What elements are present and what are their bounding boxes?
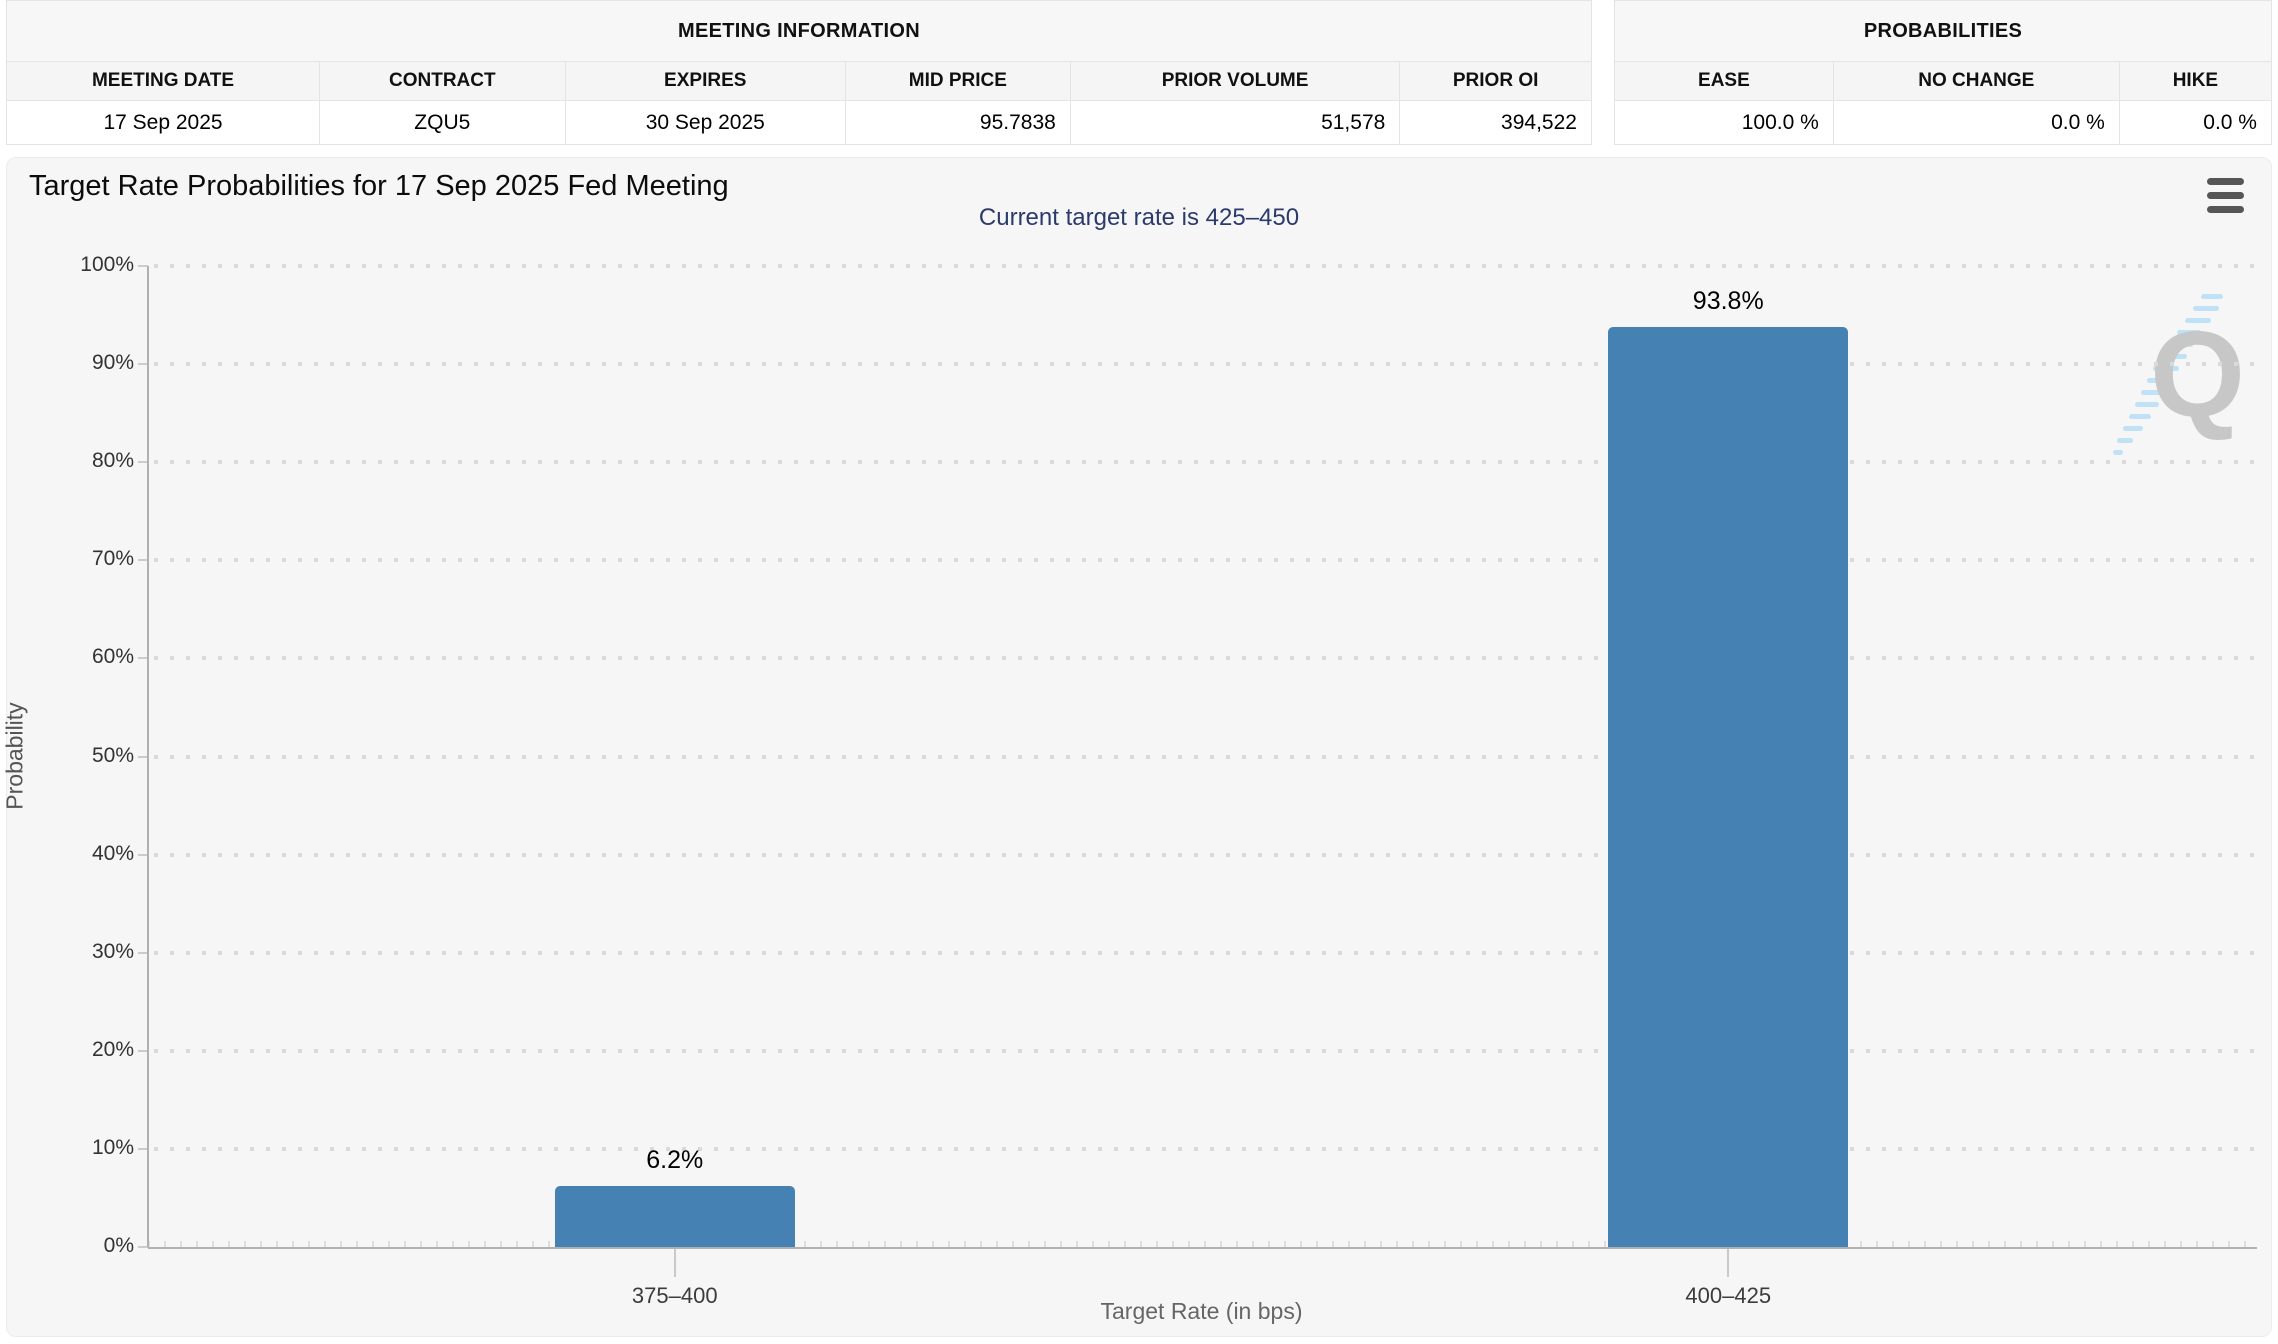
summary-header: MEETING INFORMATION MEETING DATE CONTRAC… [0,0,2278,145]
x-category-label: 400–425 [1685,1283,1772,1308]
y-tick-label: 40% [91,841,134,865]
column-header-contract: CONTRACT [319,62,565,100]
prior-volume-value: 51,578 [1069,101,1399,144]
y-gridline [154,362,2255,367]
watermark-q-letter: Q [2150,306,2245,442]
meeting-information-header-row: MEETING DATE CONTRACT EXPIRES MID PRICE … [7,62,1591,101]
x-axis-title: Target Rate (in bps) [1100,1298,1303,1324]
column-header-no-change: NO CHANGE [1832,62,2119,100]
x-category-tick [1727,1249,1730,1277]
y-tick-label: 60% [91,645,134,669]
y-axis-title: Probability [1,702,28,810]
x-axis-minor-ticks [148,1241,2255,1247]
bar-value-label: 6.2% [646,1146,704,1175]
y-tick-label: 0% [103,1234,134,1257]
chart-title: Target Rate Probabilities for 17 Sep 202… [29,170,729,202]
column-header-hike: HIKE [2118,62,2271,100]
y-gridline [154,656,2255,661]
watermark-swoosh-icon [2113,294,2223,455]
x-category-tick [673,1249,676,1277]
meeting-date-value: 17 Sep 2025 [103,110,223,134]
y-tick-label: 20% [91,1037,134,1061]
mid-price-value: 95.7838 [844,101,1070,144]
column-header-meeting-date: MEETING DATE [91,70,235,91]
column-header-ease: EASE [1698,70,1750,91]
bar-400–425[interactable] [1608,326,1849,1247]
y-axis-tick [138,657,148,660]
prior-oi-value: 394,522 [1399,101,1591,144]
probabilities-title: PROBABILITIES [1615,1,2271,62]
y-tick-label: 80% [91,449,134,473]
y-gridline [154,852,2255,857]
bar-375–400[interactable] [554,1186,795,1247]
column-header-prior-volume: PRIOR VOLUME [1069,62,1399,100]
quikstrike-watermark: Q [2105,276,2255,466]
y-gridline [154,460,2255,465]
y-gridline [154,558,2255,563]
column-header-mid-price: MID PRICE [844,62,1070,100]
y-axis-tick [138,461,148,464]
ease-value: 100.0 % [1741,110,1819,134]
no-change-value: 0.0 % [1832,101,2119,144]
y-gridline [154,950,2255,955]
y-axis-tick [138,1246,148,1248]
target-rate-chart-panel: Target Rate Probabilities for 17 Sep 202… [2,157,2272,1337]
y-gridline [154,1048,2255,1053]
y-axis-line [147,266,149,1247]
y-tick-label: 70% [91,547,134,571]
bar-value-label: 93.8% [1692,286,1764,315]
y-tick-label: 30% [91,939,134,963]
y-tick-label: 100% [80,253,134,276]
y-axis-tick [138,755,148,758]
y-tick-label: 90% [91,351,134,375]
probabilities-header-row: EASE NO CHANGE HIKE [1615,62,2271,101]
y-axis-tick [138,951,148,954]
y-tick-label: 10% [91,1135,134,1159]
meeting-information-value-row: 17 Sep 2025 ZQU5 30 Sep 2025 95.7838 51,… [7,101,1591,144]
meeting-information-table: MEETING INFORMATION MEETING DATE CONTRAC… [6,0,1592,145]
y-axis-tick [138,853,148,856]
y-tick-label: 50% [91,743,134,767]
x-category-label: 375–400 [631,1283,718,1308]
expires-value: 30 Sep 2025 [564,101,845,144]
hike-value: 0.0 % [2118,101,2271,144]
y-axis-tick [138,1049,148,1052]
y-axis-tick [138,265,148,267]
y-gridline [154,1146,2255,1151]
column-header-expires: EXPIRES [564,62,845,100]
probabilities-table: PROBABILITIES EASE NO CHANGE HIKE 100.0 … [1614,0,2272,145]
column-header-prior-oi: PRIOR OI [1399,62,1591,100]
contract-value: ZQU5 [319,101,565,144]
probabilities-value-row: 100.0 % 0.0 % 0.0 % [1615,101,2271,144]
y-axis-tick [138,559,148,562]
hamburger-menu-icon[interactable] [2207,178,2244,213]
y-axis-tick [138,363,148,366]
y-gridline [154,754,2255,759]
meeting-information-title: MEETING INFORMATION [7,1,1591,62]
y-axis-tick [138,1147,148,1150]
x-axis-line [148,1247,2257,1249]
chart-subtitle: Current target rate is 425–450 [978,204,1300,231]
y-gridline [154,264,2255,268]
